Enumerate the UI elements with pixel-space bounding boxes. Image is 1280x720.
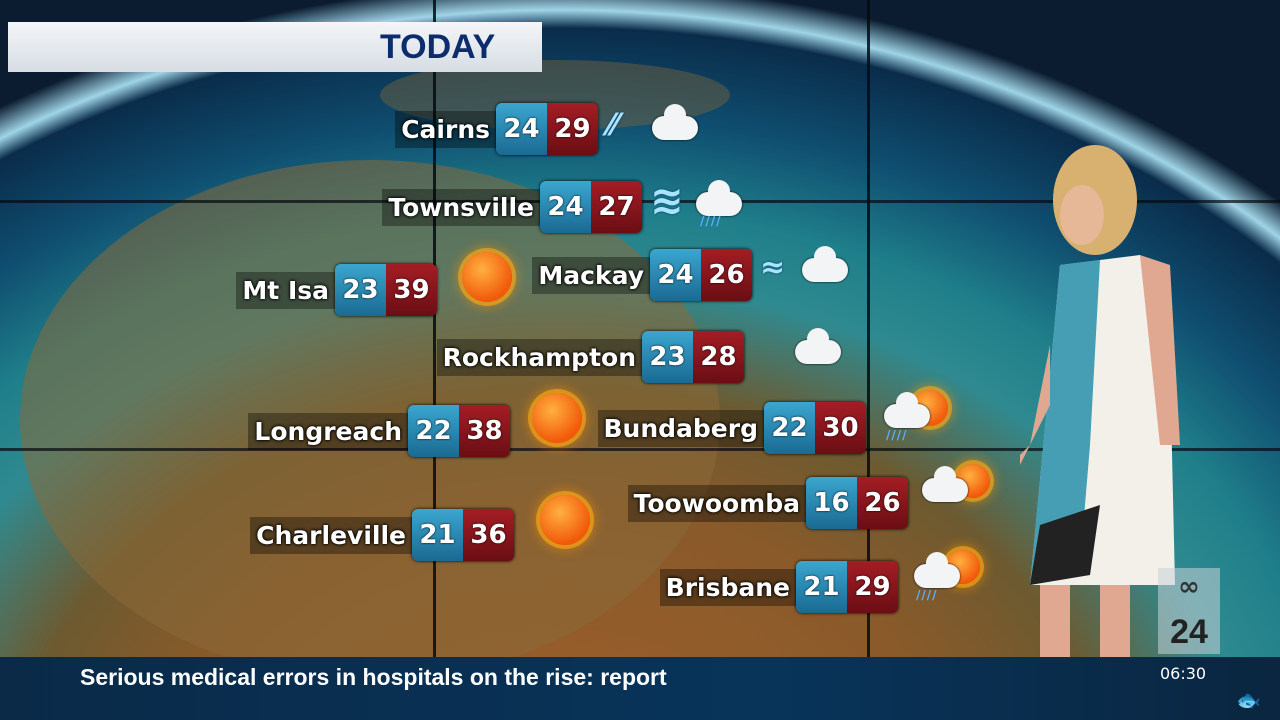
city-forecast-townsville: Townsville 24 27 (382, 181, 642, 233)
city-forecast-mackay: Mackay 24 26 (532, 249, 752, 301)
cloud-icon (795, 328, 841, 364)
max-temp: 27 (591, 181, 642, 233)
rain-icon: //// (700, 214, 722, 228)
max-temp: 30 (815, 402, 866, 454)
channel-logo: ∞ 24 (1158, 568, 1220, 654)
wind-icon: ⁄⁄ (608, 108, 619, 143)
cloud-icon (802, 246, 848, 282)
city-name: Mackay (532, 256, 650, 294)
city-name: Townsville (382, 188, 540, 226)
screen-seam (867, 0, 870, 657)
city-name: Charleville (250, 516, 412, 554)
city-forecast-bundaberg: Bundaberg 22 30 (597, 402, 866, 454)
rain-cloud-icon (914, 552, 960, 588)
city-forecast-longreach: Longreach 22 38 (248, 405, 510, 457)
min-temp: 21 (412, 509, 463, 561)
city-forecast-charleville: Charleville 21 36 (250, 509, 514, 561)
min-temp: 21 (796, 561, 847, 613)
city-name: Brisbane (659, 568, 796, 606)
logo-number: 24 (1170, 613, 1208, 651)
city-forecast-rockhampton: Rockhampton 23 28 (436, 331, 744, 383)
city-name: Rockhampton (436, 338, 642, 376)
city-forecast-mt-isa: Mt Isa 23 39 (236, 264, 437, 316)
city-name: Cairns (395, 110, 496, 148)
city-name: Toowoomba (627, 484, 806, 522)
max-temp: 29 (547, 103, 598, 155)
rain-icon: //// (916, 588, 938, 602)
ticker-headline: Serious medical errors in hospitals on t… (80, 664, 667, 690)
max-temp: 26 (857, 477, 908, 529)
min-temp: 23 (642, 331, 693, 383)
forecast-title: TODAY (380, 28, 496, 66)
max-temp: 29 (847, 561, 898, 613)
min-temp: 23 (335, 264, 386, 316)
presenter (1020, 145, 1180, 657)
city-forecast-toowoomba: Toowoomba 16 26 (627, 477, 908, 529)
max-temp: 39 (386, 264, 437, 316)
sun-icon (462, 252, 512, 302)
wind-icon: ≋ (650, 178, 684, 224)
min-temp: 24 (650, 249, 701, 301)
max-temp: 36 (463, 509, 514, 561)
max-temp: 38 (459, 405, 510, 457)
rain-icon: //// (886, 428, 908, 442)
title-bar (8, 22, 542, 72)
screen-seam (0, 448, 1280, 451)
city-name: Mt Isa (236, 271, 335, 309)
wind-icon: ≈ (760, 250, 786, 285)
abc-logo-icon: ∞ (1178, 572, 1200, 602)
min-temp: 24 (496, 103, 547, 155)
max-temp: 26 (701, 249, 752, 301)
city-forecast-cairns: Cairns 24 29 (395, 103, 598, 155)
cloud-icon (922, 466, 968, 502)
min-temp: 22 (408, 405, 459, 457)
min-temp: 24 (540, 181, 591, 233)
city-name: Longreach (248, 412, 408, 450)
news-ticker (0, 657, 1280, 720)
land-mass (20, 160, 720, 657)
screen-seam (433, 0, 436, 657)
min-temp: 22 (764, 402, 815, 454)
rain-cloud-icon (696, 180, 742, 216)
fish-icon: 🐟 (1236, 688, 1261, 712)
city-forecast-brisbane: Brisbane 21 29 (659, 561, 898, 613)
rain-cloud-icon (884, 392, 930, 428)
cloud-icon (652, 104, 698, 140)
min-temp: 16 (806, 477, 857, 529)
clock: 06:30 (1160, 664, 1207, 683)
city-name: Bundaberg (597, 409, 764, 447)
sun-icon (532, 393, 582, 443)
sun-icon (540, 495, 590, 545)
max-temp: 28 (693, 331, 744, 383)
